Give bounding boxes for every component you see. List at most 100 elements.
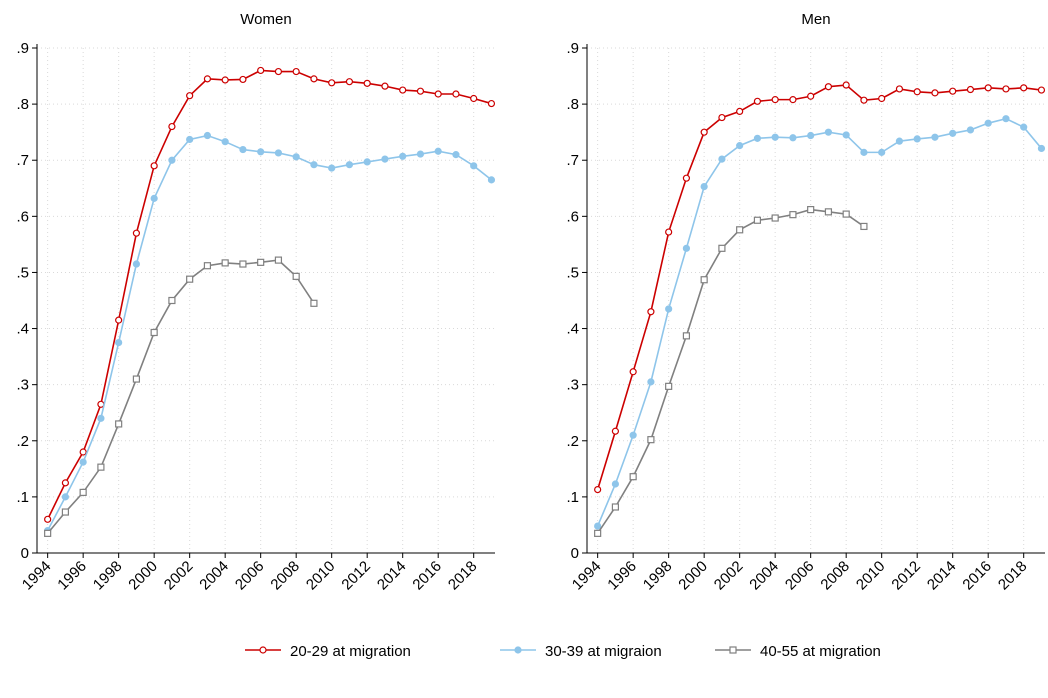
marker [345, 161, 354, 169]
marker [487, 99, 496, 108]
marker [1037, 86, 1046, 94]
marker [842, 210, 850, 218]
x-tick-label: 2004 [196, 558, 232, 594]
marker [1037, 144, 1046, 153]
x-tick-label: 2006 [782, 558, 818, 594]
x-tick-label: 1996 [54, 558, 90, 594]
marker [860, 148, 868, 156]
y-tick-label: .7 [16, 152, 29, 169]
marker [878, 94, 886, 103]
marker [203, 262, 212, 270]
marker [949, 87, 957, 95]
marker [611, 480, 620, 488]
marker [203, 131, 212, 140]
x-tick-label: 2004 [746, 558, 782, 594]
x-tick-label: 2000 [125, 558, 161, 594]
marker [682, 244, 691, 252]
x-tick-label: 2008 [817, 558, 853, 594]
marker [842, 131, 850, 139]
marker [594, 485, 602, 494]
marker [931, 89, 939, 97]
marker [150, 328, 158, 337]
marker [753, 134, 762, 142]
marker [61, 508, 70, 516]
y-tick-label: .6 [16, 208, 29, 225]
marker [718, 113, 726, 122]
marker [594, 529, 602, 537]
marker [984, 119, 992, 127]
marker [274, 149, 283, 157]
marker [487, 176, 496, 184]
marker [647, 436, 655, 444]
marker [629, 431, 637, 439]
panel-title: Women [240, 11, 291, 28]
series-line [596, 208, 865, 534]
x-tick-label: 2002 [161, 558, 197, 594]
marker [310, 75, 318, 83]
x-tick-label: 2012 [338, 558, 374, 594]
marker [363, 158, 371, 166]
marker [824, 208, 833, 216]
marker [1002, 115, 1010, 123]
y-tick-label: .9 [16, 40, 29, 57]
marker [718, 155, 726, 163]
marker [452, 90, 460, 98]
marker [824, 83, 833, 91]
marker [931, 133, 939, 141]
y-tick-label: 0 [571, 545, 579, 562]
marker [966, 85, 975, 94]
marker [753, 97, 762, 105]
marker [789, 96, 797, 104]
x-tick-label: 2016 [409, 558, 445, 594]
marker [310, 161, 318, 169]
marker [44, 529, 52, 537]
marker [753, 216, 762, 224]
panel-title: Men [801, 11, 830, 28]
marker [274, 256, 283, 264]
legend-marker [729, 646, 737, 654]
marker [79, 488, 87, 496]
series-line [596, 84, 1042, 490]
marker [132, 260, 141, 268]
marker [132, 375, 141, 383]
y-tick-label: .2 [16, 433, 29, 450]
marker [239, 260, 247, 268]
y-tick-label: .7 [566, 152, 579, 169]
marker [895, 137, 904, 145]
marker [292, 272, 300, 280]
marker [913, 88, 921, 96]
marker [860, 222, 868, 231]
x-tick-label: 2016 [959, 558, 995, 594]
y-tick-label: .4 [16, 321, 29, 338]
y-tick-label: .5 [16, 264, 29, 281]
marker [186, 135, 194, 144]
marker [132, 229, 141, 237]
y-tick-label: .9 [566, 40, 579, 57]
x-tick-label: 1998 [90, 558, 126, 594]
legend-label: 20-29 at migration [290, 643, 411, 660]
marker [399, 86, 407, 94]
marker [168, 296, 176, 305]
marker [665, 228, 673, 236]
marker [381, 82, 389, 90]
legend-marker [514, 646, 522, 654]
x-tick-label: 1998 [640, 558, 676, 594]
marker [310, 299, 318, 307]
marker [416, 87, 425, 95]
marker [150, 194, 158, 202]
marker [966, 126, 975, 134]
marker [700, 182, 708, 191]
marker [115, 316, 123, 324]
x-tick-label: 2018 [445, 558, 481, 594]
marker [328, 164, 336, 172]
marker [61, 479, 70, 487]
marker [771, 214, 779, 222]
marker [239, 145, 247, 154]
marker [150, 162, 158, 170]
marker [434, 147, 442, 155]
marker [1020, 123, 1028, 131]
marker [682, 174, 691, 182]
marker [434, 90, 442, 98]
legend-label: 40-55 at migration [760, 643, 881, 660]
y-tick-label: .1 [16, 489, 29, 506]
